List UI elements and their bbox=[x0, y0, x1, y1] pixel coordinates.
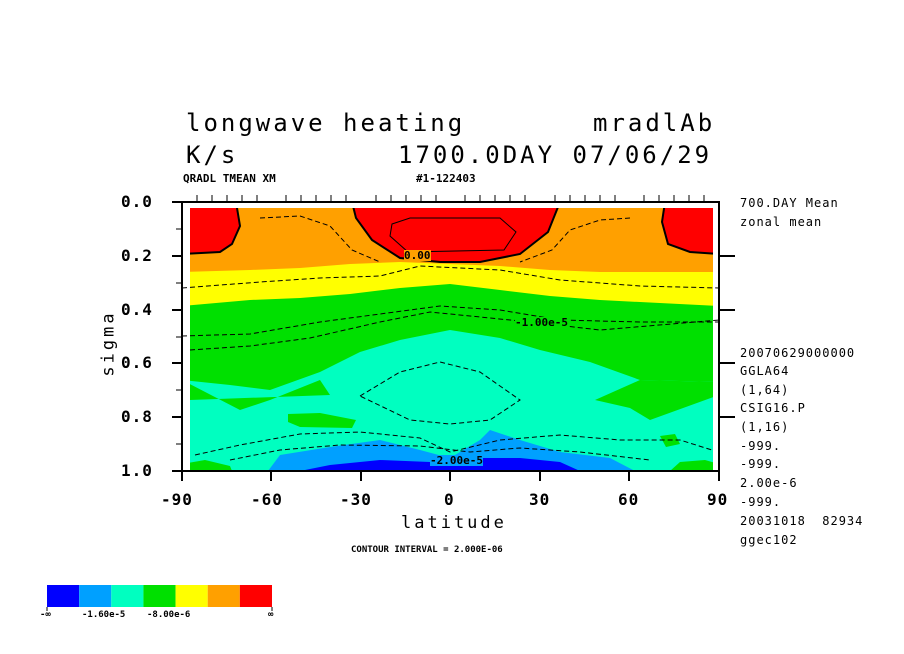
left-white-strip bbox=[182, 202, 190, 471]
x-tick-label: -60 bbox=[251, 490, 283, 509]
colorbar-swatch bbox=[175, 585, 208, 607]
colorbar-swatch bbox=[47, 585, 80, 607]
side-info-line: (1,16) bbox=[740, 420, 790, 434]
x-ticks bbox=[181, 471, 720, 481]
colorbar-label: -1.60e-5 bbox=[82, 610, 126, 620]
contour-fills bbox=[182, 202, 719, 471]
side-info-line: -999. bbox=[740, 457, 782, 471]
colorbar bbox=[47, 585, 272, 607]
x-tick-label: 30 bbox=[529, 490, 551, 509]
x-tick-label: -90 bbox=[161, 490, 193, 509]
colorbar-swatch bbox=[239, 585, 272, 607]
experiment-name: mradlAb bbox=[593, 109, 716, 137]
x-tick-label: 90 bbox=[707, 490, 729, 509]
colorbar-label: ∞ bbox=[268, 610, 274, 620]
x-tick-label: -30 bbox=[340, 490, 372, 509]
field-label: QRADL TMEAN XM bbox=[183, 172, 276, 185]
green-patch-lower-right bbox=[595, 380, 719, 420]
y-minor-ticks bbox=[176, 228, 182, 445]
red-region-center bbox=[350, 202, 562, 263]
side-info-line: -999. bbox=[740, 439, 782, 453]
red-inner-contour bbox=[389, 217, 517, 253]
side-info-line: GGLA64 bbox=[740, 364, 790, 378]
dashed-contours bbox=[182, 215, 719, 461]
colorbar-label: -∞ bbox=[40, 610, 51, 620]
green-strip-bottom-right bbox=[670, 460, 719, 471]
green-blob-left bbox=[288, 413, 356, 428]
y-tick-label: 0.2 bbox=[121, 246, 153, 265]
y-tick-label: 1.0 bbox=[121, 461, 153, 480]
colorbar-swatch bbox=[111, 585, 144, 607]
side-info-line: ggec102 bbox=[740, 533, 798, 547]
y-tick-label: 0.6 bbox=[121, 353, 153, 372]
red-region-left bbox=[182, 202, 242, 256]
side-info-mean: 700.DAY Mean bbox=[740, 196, 839, 210]
top-white-strip bbox=[182, 202, 719, 208]
y-axis-label: sigma bbox=[98, 310, 119, 377]
contour-interval: CONTOUR INTERVAL = 2.000E-06 bbox=[351, 545, 503, 555]
colorbar-ticks bbox=[46, 607, 273, 611]
contour-label-minus1e5: -1.00e-5 bbox=[515, 316, 568, 329]
side-info-line: -999. bbox=[740, 495, 782, 509]
units-label: K/s bbox=[186, 141, 239, 169]
band-cyan bbox=[182, 330, 719, 471]
time-label: 1700.0DAY 07/06/29 bbox=[398, 141, 713, 169]
contour-label-minus2e5: -2.00e-5 bbox=[430, 454, 483, 467]
colorbar-swatch bbox=[143, 585, 176, 607]
y-tick-label: 0.4 bbox=[121, 300, 153, 319]
red-region-right bbox=[660, 202, 719, 256]
green-patch-lower-left bbox=[182, 380, 330, 410]
chart-title: longwave heating bbox=[186, 109, 466, 137]
run-id: #1-122403 bbox=[416, 172, 476, 185]
side-info-line: CSIG16.P bbox=[740, 401, 806, 415]
side-info-line: 2.00e-6 bbox=[740, 476, 798, 490]
green-strip-bottom-left bbox=[182, 460, 232, 471]
right-white-strip bbox=[713, 202, 719, 471]
side-info-line: (1,64) bbox=[740, 383, 790, 397]
colorbar-swatch bbox=[207, 585, 240, 607]
side-info-zonal: zonal mean bbox=[740, 215, 823, 229]
contour-label-zero: 0.00 bbox=[404, 249, 431, 262]
x-tick-label: 0 bbox=[444, 490, 455, 509]
x-axis-label: latitude bbox=[401, 513, 507, 533]
y-tick-label: 0.8 bbox=[121, 407, 153, 426]
x-minor-ticks bbox=[196, 195, 705, 202]
x-tick-label: 60 bbox=[618, 490, 640, 509]
colorbar-label: -8.00e-6 bbox=[147, 610, 191, 620]
y-ticks bbox=[172, 201, 735, 472]
colorbar-swatch bbox=[79, 585, 112, 607]
side-info-line: 20070629000000 bbox=[740, 346, 856, 360]
side-info-line: 20031018 82934 bbox=[740, 514, 864, 528]
y-tick-label: 0.0 bbox=[121, 192, 153, 211]
